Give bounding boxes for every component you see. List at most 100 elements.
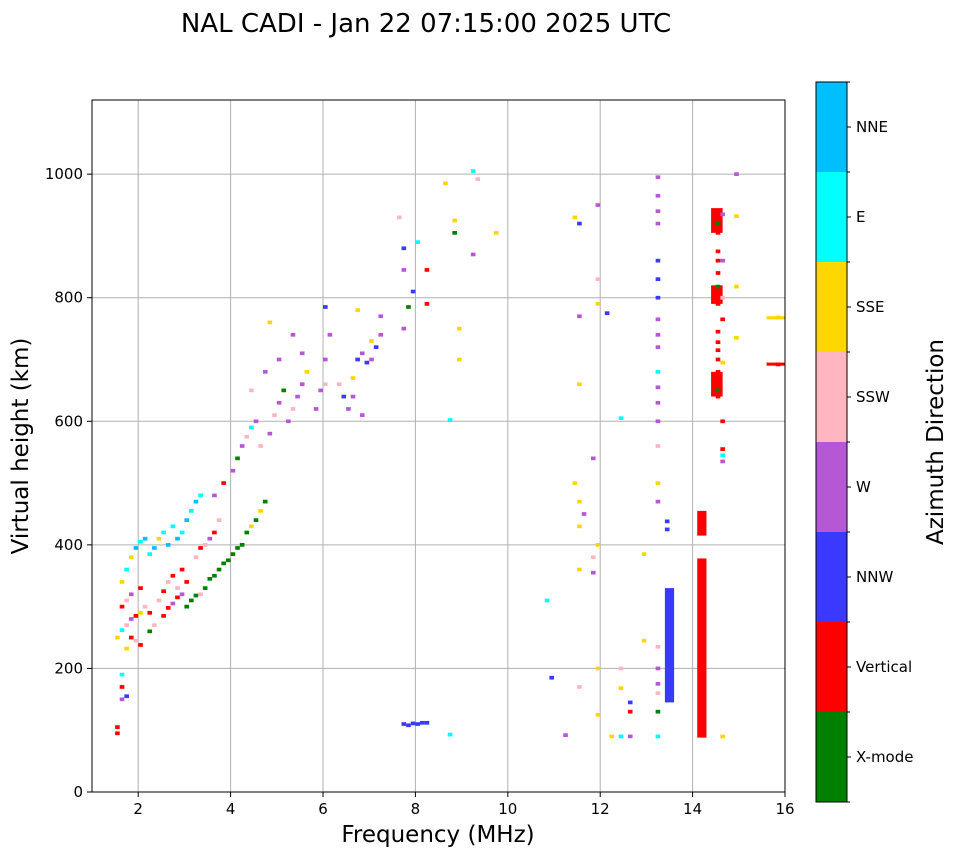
echo-point xyxy=(128,592,134,597)
echo-point xyxy=(447,418,453,422)
echo-point xyxy=(715,212,721,217)
echo-point xyxy=(161,589,166,594)
echo-point xyxy=(664,519,670,524)
echo-point xyxy=(720,360,725,365)
echo-point xyxy=(170,524,176,529)
echo-bar xyxy=(697,558,707,738)
echo-point xyxy=(424,302,430,306)
echo-point xyxy=(655,691,661,695)
echo-point xyxy=(124,694,129,699)
echo-point xyxy=(715,357,721,362)
echo-point xyxy=(346,407,351,411)
echo-point xyxy=(655,295,661,300)
echo-point xyxy=(235,546,240,550)
echo-point xyxy=(581,512,587,516)
echo-point xyxy=(138,643,143,647)
echo-point xyxy=(133,638,139,643)
echo-point xyxy=(115,731,120,736)
echo-point xyxy=(184,580,190,584)
echo-point xyxy=(202,543,208,547)
colorbar-segment xyxy=(816,172,847,262)
echo-point xyxy=(281,388,287,393)
echo-point xyxy=(276,400,282,405)
echo-point xyxy=(410,721,416,726)
echo-point xyxy=(720,419,725,424)
echo-point xyxy=(655,345,661,349)
echo-point xyxy=(734,284,739,289)
colorbar: X-mode Vertical NNW W SSW SSE E NNE xyxy=(815,81,913,803)
echo-point xyxy=(406,305,411,309)
echo-point xyxy=(734,336,739,340)
echo-point xyxy=(401,326,407,331)
data-points xyxy=(115,169,781,739)
echo-point xyxy=(655,644,661,649)
echo-point xyxy=(323,382,328,387)
echo-point xyxy=(355,308,360,312)
x-tick-label: 8 xyxy=(411,800,421,818)
echo-point xyxy=(336,382,342,387)
echo-point xyxy=(212,493,217,498)
echo-point xyxy=(410,289,416,294)
echo-bar xyxy=(697,510,707,536)
echo-point xyxy=(119,628,125,632)
echo-point xyxy=(133,546,139,550)
echo-point xyxy=(415,722,421,726)
echo-point xyxy=(318,388,323,393)
echo-point xyxy=(604,311,610,316)
colorbar-tick-label: SSW xyxy=(856,388,890,406)
echo-point xyxy=(299,382,305,387)
echo-point xyxy=(378,332,384,337)
echo-point xyxy=(373,345,379,349)
echo-point xyxy=(341,394,347,399)
echo-point xyxy=(720,453,725,458)
colorbar-segment xyxy=(816,532,847,622)
echo-point xyxy=(452,230,457,235)
echo-point xyxy=(577,314,582,319)
echo-point xyxy=(212,530,217,535)
echo-point xyxy=(655,734,661,739)
echo-point xyxy=(715,302,721,306)
echo-point xyxy=(147,552,153,556)
echo-point xyxy=(577,685,582,689)
echo-point xyxy=(655,666,661,671)
echo-point xyxy=(119,697,125,702)
echo-point xyxy=(119,604,125,609)
echo-point xyxy=(202,586,208,590)
echo-point xyxy=(369,339,374,343)
echo-point xyxy=(138,610,143,615)
echo-point xyxy=(595,666,601,671)
x-tick-label: 16 xyxy=(775,800,794,818)
echo-point xyxy=(193,555,199,560)
echo-point xyxy=(720,295,725,300)
echo-point xyxy=(115,635,120,640)
echo-point xyxy=(715,230,721,235)
echo-point xyxy=(313,407,319,411)
echo-point xyxy=(253,419,259,424)
x-tick-label: 6 xyxy=(318,800,328,818)
colorbar-segment xyxy=(816,622,847,712)
echo-point xyxy=(350,394,356,399)
echo-point xyxy=(124,567,129,572)
echo-point xyxy=(595,712,601,717)
echo-point xyxy=(267,431,273,436)
echo-point xyxy=(655,385,661,390)
echo-point xyxy=(577,567,582,572)
echo-point xyxy=(175,536,180,541)
echo-point xyxy=(715,221,721,226)
echo-point xyxy=(152,546,157,550)
echo-point xyxy=(221,561,226,566)
echo-point xyxy=(350,376,356,380)
echo-point xyxy=(577,499,582,504)
echo-point xyxy=(170,601,176,606)
echo-point xyxy=(401,268,407,272)
echo-point xyxy=(475,177,481,181)
echo-point xyxy=(327,332,333,337)
echo-point xyxy=(189,598,194,603)
echo-point xyxy=(198,546,203,550)
echo-point xyxy=(138,586,143,590)
echo-bar xyxy=(664,588,675,703)
echo-point xyxy=(258,509,263,513)
colorbar-segment xyxy=(816,262,847,352)
colorbar-tick-label: SSE xyxy=(856,298,885,316)
